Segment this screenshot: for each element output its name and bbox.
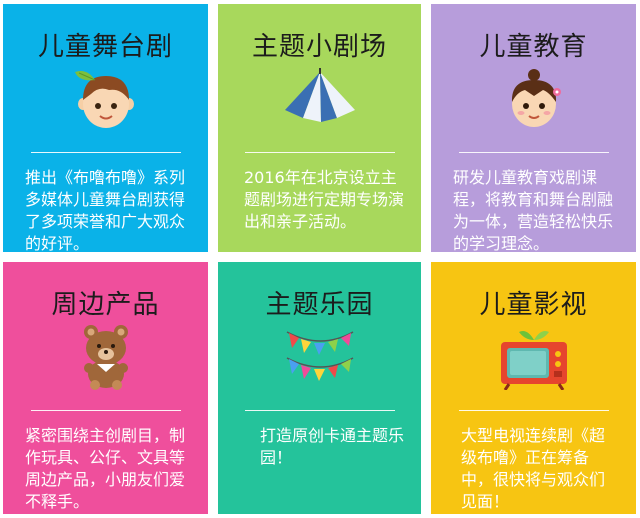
card-description: 打造原创卡通主题乐园！ xyxy=(260,425,405,469)
card-title: 周边产品 xyxy=(3,284,208,321)
card-title: 儿童影视 xyxy=(431,284,636,321)
card-title: 主题乐园 xyxy=(218,284,421,321)
card-description: 2016年在北京设立主题剧场进行定期专场演出和亲子活动。 xyxy=(244,167,405,233)
card-merchandise: 周边产品 紧密围绕主创剧目，制作玩具、公仔、文具等周边产品，小朋友们爱不释手。 xyxy=(3,262,208,514)
card-divider xyxy=(245,410,395,411)
card-title: 主题小剧场 xyxy=(218,26,421,63)
card-theme-small-theater: 主题小剧场 2016年在北京设立主题剧场进行定期专场演出和亲子活动。 xyxy=(218,4,421,252)
card-divider xyxy=(459,410,609,411)
card-children-stage-play: 儿童舞台剧 推出《布噜布噜》系列多媒体儿童舞台剧获得了多项荣誉和广大观众的好评。 xyxy=(3,4,208,252)
card-title: 儿童教育 xyxy=(431,26,636,63)
card-theme-park: 主题乐园 打造原创卡通主题乐园！ xyxy=(218,262,421,514)
boy-with-leaf-icon xyxy=(69,66,143,132)
card-divider xyxy=(31,152,181,153)
card-description: 研发儿童教育戏剧课程，将教育和舞台剧融为一体，营造轻松快乐的学习理念。 xyxy=(453,167,620,255)
girl-icon xyxy=(497,66,571,132)
card-divider xyxy=(459,152,609,153)
card-divider xyxy=(31,410,181,411)
tent-icon xyxy=(283,66,357,132)
bunting-flags-icon xyxy=(283,324,357,390)
teddy-bear-icon xyxy=(69,324,143,390)
card-children-education: 儿童教育 研发儿童教育戏剧课程，将教育和舞台剧融为一体，营造轻松快乐的学习理念。 xyxy=(431,4,636,252)
card-children-film-tv: 儿童影视 大型电视连续剧《超级布噜》正在筹备中，很快将与观众们见面！ xyxy=(431,262,636,514)
retro-tv-icon xyxy=(497,324,571,390)
card-description: 大型电视连续剧《超级布噜》正在筹备中，很快将与观众们见面！ xyxy=(461,425,620,513)
card-description: 紧密围绕主创剧目，制作玩具、公仔、文具等周边产品，小朋友们爱不释手。 xyxy=(25,425,192,513)
card-divider xyxy=(245,152,395,153)
card-title: 儿童舞台剧 xyxy=(3,26,208,63)
card-description: 推出《布噜布噜》系列多媒体儿童舞台剧获得了多项荣誉和广大观众的好评。 xyxy=(25,167,192,255)
